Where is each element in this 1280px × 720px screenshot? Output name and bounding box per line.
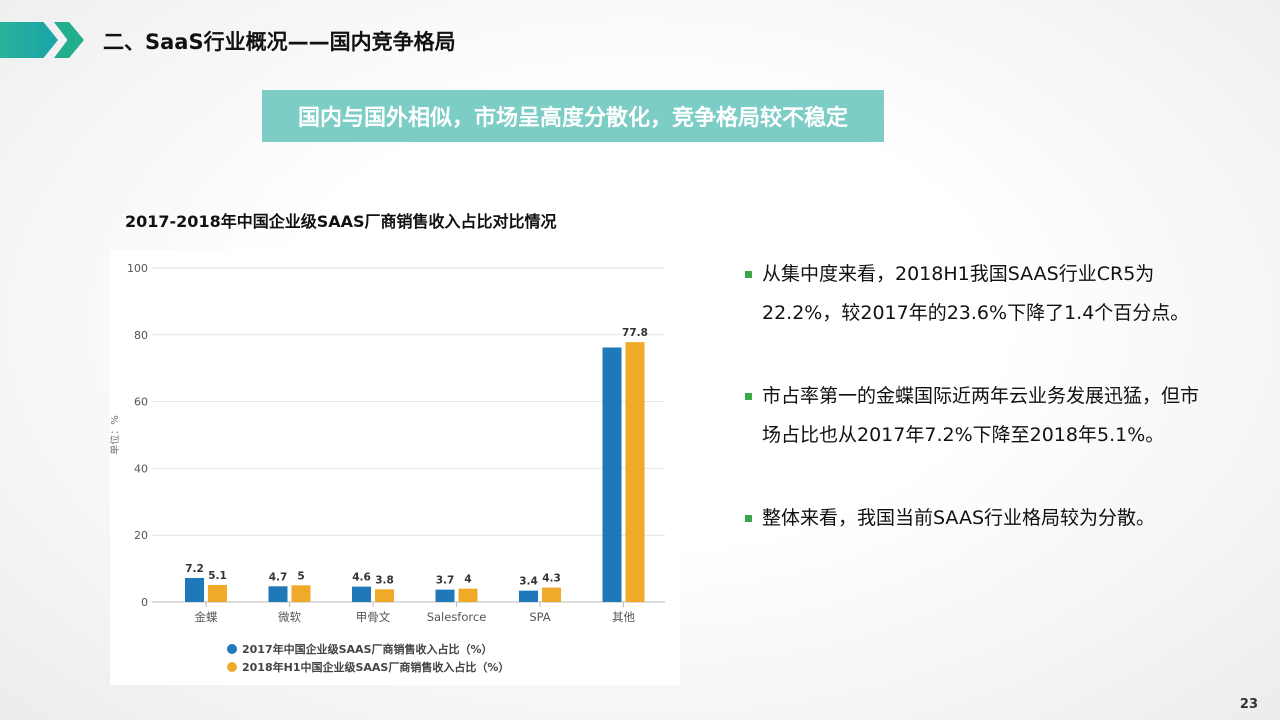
legend-marker bbox=[227, 662, 237, 672]
bar-2018h1 bbox=[208, 584, 227, 602]
bar-chart: 0 20 40 60 80 100 单位：% 7.2 5.1 金蝶 4.7 5 微软 4.6 3.8 甲骨文 3… bbox=[108, 250, 680, 685]
bullet-text: 从集中度来看，2018H1我国SAAS行业CR5为22.2%，较2017年的23… bbox=[762, 263, 1190, 324]
data-label: 3.7 bbox=[436, 575, 455, 587]
data-label: 4.6 bbox=[352, 572, 371, 584]
legend-label: 2017年中国企业级SAAS厂商销售收入占比（%） bbox=[242, 642, 493, 656]
y-tick-label: 100 bbox=[127, 262, 148, 275]
bullet-square-icon bbox=[745, 271, 752, 278]
x-tick-label: 其他 bbox=[612, 610, 635, 624]
bullet-square-icon bbox=[745, 515, 752, 522]
bullet-item: 整体来看，我国当前SAAS行业格局较为分散。 bbox=[745, 499, 1205, 538]
page-number: 23 bbox=[1239, 697, 1258, 712]
legend-marker bbox=[227, 644, 237, 654]
bar-2017 bbox=[435, 589, 455, 602]
data-label: 7.2 bbox=[185, 563, 204, 575]
bar-2017 bbox=[185, 577, 204, 602]
y-tick-label: 40 bbox=[134, 462, 148, 475]
bar-2017 bbox=[519, 590, 538, 602]
bullet-square-icon bbox=[745, 393, 752, 400]
header-chevron-icon bbox=[54, 22, 84, 58]
data-label: 4.7 bbox=[269, 571, 288, 583]
y-tick-label: 20 bbox=[134, 529, 148, 542]
bullet-item: 从集中度来看，2018H1我国SAAS行业CR5为22.2%，较2017年的23… bbox=[745, 255, 1205, 333]
header-arrow-icon bbox=[0, 22, 58, 58]
bar-2018h1 bbox=[542, 587, 561, 602]
bar-2017 bbox=[352, 586, 371, 602]
y-tick-label: 80 bbox=[134, 329, 148, 342]
x-tick-label: 金蝶 bbox=[195, 610, 218, 624]
data-label: 3.8 bbox=[375, 574, 394, 586]
y-tick-label: 60 bbox=[134, 396, 148, 409]
data-label: 5.1 bbox=[208, 570, 227, 582]
bar-2018h1 bbox=[458, 588, 478, 602]
bullet-text: 整体来看，我国当前SAAS行业格局较为分散。 bbox=[762, 507, 1155, 529]
legend-label: 2018年H1中国企业级SAAS厂商销售收入占比（%） bbox=[242, 660, 509, 674]
y-axis-label: 单位：% bbox=[110, 415, 121, 455]
bullet-item: 市占率第一的金蝶国际近两年云业务发展迅猛，但市场占比也从2017年7.2%下降至… bbox=[745, 377, 1205, 455]
bar-2018h1 bbox=[291, 585, 311, 602]
data-label: 3.4 bbox=[519, 576, 538, 588]
x-tick-label: 甲骨文 bbox=[356, 610, 391, 624]
data-label: 77.8 bbox=[622, 327, 648, 339]
key-message-banner: 国内与国外相似，市场呈高度分散化，竞争格局较不稳定 bbox=[262, 90, 884, 142]
bullet-list: 从集中度来看，2018H1我国SAAS行业CR5为22.2%，较2017年的23… bbox=[745, 255, 1205, 582]
bar-2018h1 bbox=[625, 342, 645, 602]
page-title: 二、SaaS行业概况——国内竞争格局 bbox=[103, 30, 456, 54]
bar-2017 bbox=[602, 347, 622, 602]
bullet-text: 市占率第一的金蝶国际近两年云业务发展迅猛，但市场占比也从2017年7.2%下降至… bbox=[762, 385, 1200, 446]
x-tick-label: SPA bbox=[529, 610, 550, 624]
y-tick-label: 0 bbox=[141, 596, 148, 609]
chart-title: 2017-2018年中国企业级SAAS厂商销售收入占比对比情况 bbox=[125, 212, 557, 231]
chart-svg: 0 20 40 60 80 100 单位：% 7.2 5.1 金蝶 4.7 5 微软 4.6 3.8 甲骨文 3… bbox=[108, 262, 665, 674]
data-label: 4 bbox=[464, 574, 471, 586]
bar-2018h1 bbox=[375, 589, 394, 602]
data-label: 4.3 bbox=[542, 573, 561, 585]
bar-2017 bbox=[268, 586, 288, 602]
x-tick-label: Salesforce bbox=[427, 610, 487, 624]
data-label: 5 bbox=[297, 570, 304, 582]
x-tick-label: 微软 bbox=[278, 610, 301, 624]
